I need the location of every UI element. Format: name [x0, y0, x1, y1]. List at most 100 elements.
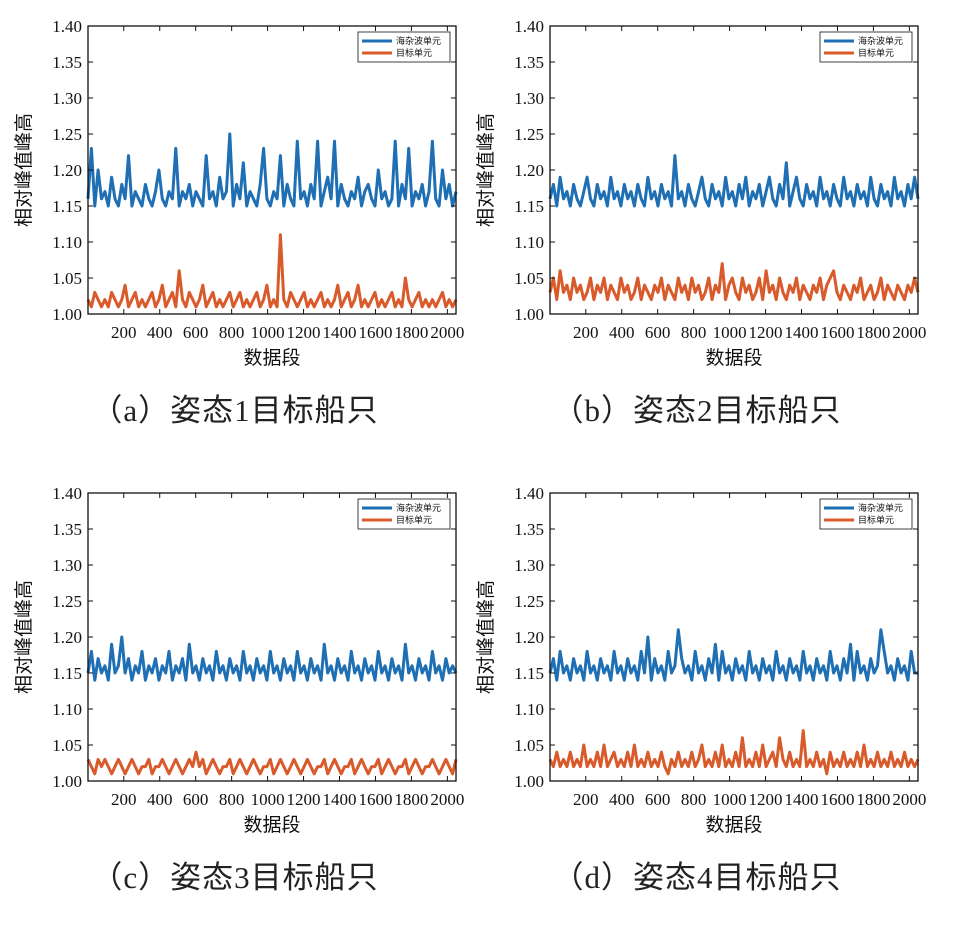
- y-tick-label: 1.20: [514, 161, 544, 180]
- y-tick-label: 1.25: [52, 125, 82, 144]
- y-tick-label: 1.15: [514, 197, 544, 216]
- legend-box: [357, 31, 451, 63]
- x-tick-label: 1000: [251, 790, 285, 809]
- y-tick-label: 1.10: [514, 700, 544, 719]
- x-tick-label: 600: [183, 323, 209, 342]
- y-tick-label: 1.35: [514, 53, 544, 72]
- series-line-1: [548, 262, 920, 302]
- x-axis-label: 数据段: [705, 347, 762, 369]
- x-tick-label: 800: [681, 790, 707, 809]
- x-tick-label: 200: [111, 790, 137, 809]
- x-tick-label: 2000: [892, 790, 926, 809]
- y-tick-label: 1.40: [514, 17, 544, 36]
- x-tick-label: 1200: [287, 323, 321, 342]
- y-tick-label: 1.15: [52, 197, 82, 216]
- chart-panel-b: 1.00 1.05 1.10 1.15 1.20 1.25 1.30 1.35 1.40 200 4…: [462, 0, 932, 440]
- x-tick-label: 1800: [856, 790, 890, 809]
- x-tick-label: 1800: [394, 323, 428, 342]
- series-line-1: [86, 750, 458, 776]
- x-tick-label: 1800: [394, 790, 428, 809]
- y-tick-label: 1.00: [52, 305, 82, 324]
- y-tick-label: 1.15: [514, 664, 544, 683]
- y-tick-label: 1.35: [52, 53, 82, 72]
- x-tick-label: 200: [111, 323, 137, 342]
- x-tick-label: 2000: [892, 323, 926, 342]
- x-tick-label: 400: [147, 790, 173, 809]
- x-tick-label: 1400: [785, 323, 819, 342]
- x-tick-label: 600: [645, 790, 671, 809]
- y-tick-label: 1.05: [52, 269, 82, 288]
- legend-label-0: 海杂波单元: [396, 35, 441, 46]
- y-tick-label: 1.10: [52, 233, 82, 252]
- x-tick-label: 800: [681, 323, 707, 342]
- x-tick-label: 1600: [358, 323, 392, 342]
- y-tick-label: 1.05: [514, 269, 544, 288]
- y-tick-label: 1.35: [514, 520, 544, 539]
- y-tick-label: 1.30: [52, 556, 82, 575]
- y-tick-label: 1.35: [52, 520, 82, 539]
- x-tick-label: 1400: [323, 790, 357, 809]
- y-tick-label: 1.40: [52, 484, 82, 503]
- y-tick-label: 1.25: [52, 592, 82, 611]
- y-tick-label: 1.20: [52, 161, 82, 180]
- legend-label-0: 海杂波单元: [396, 502, 441, 513]
- legend-label-1: 目标单元: [858, 514, 894, 525]
- caption-a: （a）姿态1目标船只: [91, 393, 379, 428]
- x-tick-label: 2000: [430, 323, 464, 342]
- x-tick-label: 600: [645, 323, 671, 342]
- y-tick-label: 1.30: [514, 89, 544, 108]
- chart-a: 1.00 1.05 1.10 1.15 1.20 1.25 1.30 1.35 1.40 200 4…: [13, 17, 464, 369]
- x-tick-label: 400: [147, 323, 173, 342]
- y-tick-label: 1.40: [514, 484, 544, 503]
- chart-b: 1.00 1.05 1.10 1.15 1.20 1.25 1.30 1.35 1.40 200 4…: [475, 17, 926, 369]
- y-tick-label: 1.40: [52, 17, 82, 36]
- y-tick-label: 1.30: [514, 556, 544, 575]
- x-tick-label: 1000: [713, 323, 747, 342]
- y-tick-label: 1.20: [514, 628, 544, 647]
- y-tick-label: 1.00: [514, 305, 544, 324]
- x-tick-label: 200: [573, 323, 599, 342]
- legend-label-0: 海杂波单元: [858, 35, 903, 46]
- x-tick-label: 400: [609, 790, 635, 809]
- chart-c: 1.00 1.05 1.10 1.15 1.20 1.25 1.30 1.35 1.40 200 4…: [13, 484, 464, 836]
- legend-box: [819, 31, 913, 63]
- x-tick-label: 1200: [749, 790, 783, 809]
- y-tick-label: 1.15: [52, 664, 82, 683]
- x-tick-label: 1400: [785, 790, 819, 809]
- caption-c: （c）姿态3目标船只: [91, 860, 379, 895]
- y-axis-label: 相对峰值峰高: [475, 113, 497, 227]
- x-axis-label: 数据段: [243, 347, 300, 369]
- x-tick-label: 200: [573, 790, 599, 809]
- legend-box: [819, 498, 913, 530]
- x-tick-label: 1200: [287, 790, 321, 809]
- series-line-0: [86, 635, 458, 682]
- y-axis-label: 相对峰值峰高: [475, 580, 497, 694]
- y-tick-label: 1.05: [52, 736, 82, 755]
- x-tick-label: 1400: [323, 323, 357, 342]
- caption-d: （d）姿态4目标船只: [552, 860, 842, 895]
- series-line-0: [86, 132, 458, 208]
- x-tick-label: 800: [219, 323, 245, 342]
- caption-b: （b）姿态2目标船只: [552, 393, 842, 428]
- chart-d: 1.00 1.05 1.10 1.15 1.20 1.25 1.30 1.35 1.40 200 4…: [475, 484, 926, 836]
- y-tick-label: 1.00: [52, 772, 82, 791]
- x-tick-label: 400: [609, 323, 635, 342]
- x-axis-label: 数据段: [243, 814, 300, 836]
- legend-label-1: 目标单元: [396, 47, 432, 58]
- plot-frame: [549, 492, 919, 782]
- x-tick-label: 1600: [820, 790, 854, 809]
- legend-label-0: 海杂波单元: [858, 502, 903, 513]
- x-tick-label: 1200: [749, 323, 783, 342]
- plot-frame: [549, 25, 919, 315]
- chart-panel-a: 1.00 1.05 1.10 1.15 1.20 1.25 1.30 1.35 1.40 200 4…: [0, 0, 470, 440]
- y-tick-label: 1.30: [52, 89, 82, 108]
- x-tick-label: 800: [219, 790, 245, 809]
- plot-frame: [87, 492, 457, 782]
- y-tick-label: 1.10: [52, 700, 82, 719]
- x-axis-label: 数据段: [705, 814, 762, 836]
- series-line-0: [548, 154, 920, 208]
- series-line-1: [86, 233, 458, 309]
- x-tick-label: 1600: [820, 323, 854, 342]
- series-line-0: [548, 628, 918, 682]
- x-tick-label: 1800: [856, 323, 890, 342]
